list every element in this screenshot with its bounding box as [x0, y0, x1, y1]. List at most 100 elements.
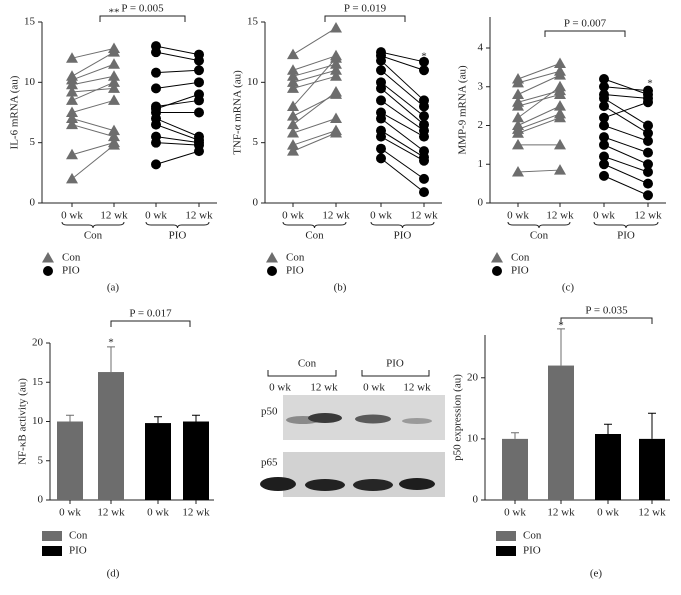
point: [108, 82, 120, 93]
panel-label: (d): [107, 568, 120, 580]
point: [512, 111, 524, 123]
pair-line: [603, 175, 649, 196]
blot: [260, 395, 445, 497]
legend-swatch: [496, 531, 516, 541]
legend-label: Con: [69, 530, 88, 542]
significance-mark: **: [109, 7, 120, 19]
pair-line: [380, 100, 425, 132]
point: [643, 85, 653, 96]
point: [643, 97, 653, 108]
bar: [502, 438, 528, 500]
significance-mark: *: [647, 78, 653, 90]
error-bar: [648, 412, 656, 439]
pair-line: [517, 169, 561, 173]
pair-line: [603, 105, 649, 134]
bar: [595, 434, 621, 500]
legend-label: PIO: [69, 545, 87, 557]
y-axis-label: TNF-α mRNA (au): [232, 70, 244, 155]
point: [108, 70, 120, 81]
p-value: P = 0.017: [129, 308, 172, 320]
y-tick-label: 0: [38, 494, 44, 506]
legend-swatch: [42, 546, 62, 556]
pair-line: [71, 144, 115, 180]
significance-bracket: [544, 30, 626, 37]
pair-line: [292, 55, 337, 71]
point: [376, 131, 386, 142]
y-tick-label: 4: [478, 42, 484, 54]
pair-line: [517, 105, 561, 126]
point: [419, 65, 429, 76]
pair-line: [517, 94, 561, 107]
y-tick-label: 10: [467, 432, 479, 444]
point: [330, 112, 342, 124]
pair-line: [380, 112, 425, 138]
point: [66, 172, 78, 184]
point: [599, 81, 609, 92]
pair-line: [517, 86, 561, 119]
pair-line: [155, 136, 200, 144]
y-tick-label: 5: [30, 136, 36, 148]
point: [512, 127, 524, 138]
error-bar: [154, 416, 162, 424]
pair-line: [71, 118, 115, 132]
p-value: P = 0.019: [344, 3, 387, 15]
point: [599, 112, 609, 123]
point: [194, 146, 204, 157]
pair-line: [292, 91, 337, 125]
x-tick-label: 0 wk: [597, 507, 619, 519]
point: [287, 70, 299, 81]
bar: [145, 423, 171, 500]
point: [287, 118, 299, 130]
pair-line: [155, 142, 200, 146]
pair-line: [603, 78, 649, 95]
legend-marker: [266, 252, 278, 263]
point: [151, 67, 161, 78]
error-bar: [557, 328, 565, 366]
pair-line: [380, 130, 425, 158]
x-tick-label: 0 wk: [147, 507, 169, 519]
point: [599, 120, 609, 131]
point: [419, 101, 429, 112]
significance-bracket: [110, 320, 191, 327]
pair-line: [71, 142, 115, 156]
point: [66, 148, 78, 160]
pair-line: [71, 51, 115, 77]
panel-label: (a): [107, 282, 120, 294]
pair-line: [603, 136, 649, 154]
blot-brace: [361, 370, 430, 377]
point: [287, 82, 299, 93]
point: [376, 65, 386, 76]
bar: [639, 438, 665, 500]
y-axis-label: p50 expression (au): [452, 374, 464, 461]
pair-line: [517, 63, 561, 80]
pair-line: [380, 69, 425, 107]
pair-line: [71, 48, 115, 59]
pair-line: [517, 90, 561, 103]
point: [599, 93, 609, 104]
x-tick-label: 0 wk: [59, 507, 81, 519]
group-brace: [370, 221, 435, 229]
group-label: Con: [84, 230, 103, 242]
point: [599, 151, 609, 162]
pair-line: [517, 70, 561, 84]
bar: [57, 421, 83, 500]
x-tick-label: 0 wk: [370, 210, 392, 222]
point: [554, 80, 566, 92]
pair-line: [155, 93, 200, 110]
point: [330, 58, 342, 69]
y-tick-label: 5: [38, 454, 44, 466]
point: [599, 159, 609, 170]
pair-line: [292, 118, 337, 134]
bar: [98, 372, 124, 500]
panel-label: (b): [334, 282, 347, 294]
point: [151, 47, 161, 58]
blot-brace: [267, 370, 337, 377]
point: [643, 159, 653, 170]
point: [643, 190, 653, 201]
legend-swatch: [496, 546, 516, 556]
point: [108, 124, 120, 136]
y-tick-label: 0: [253, 197, 259, 209]
x-tick-label: 12 wk: [547, 507, 575, 519]
point: [287, 76, 299, 87]
